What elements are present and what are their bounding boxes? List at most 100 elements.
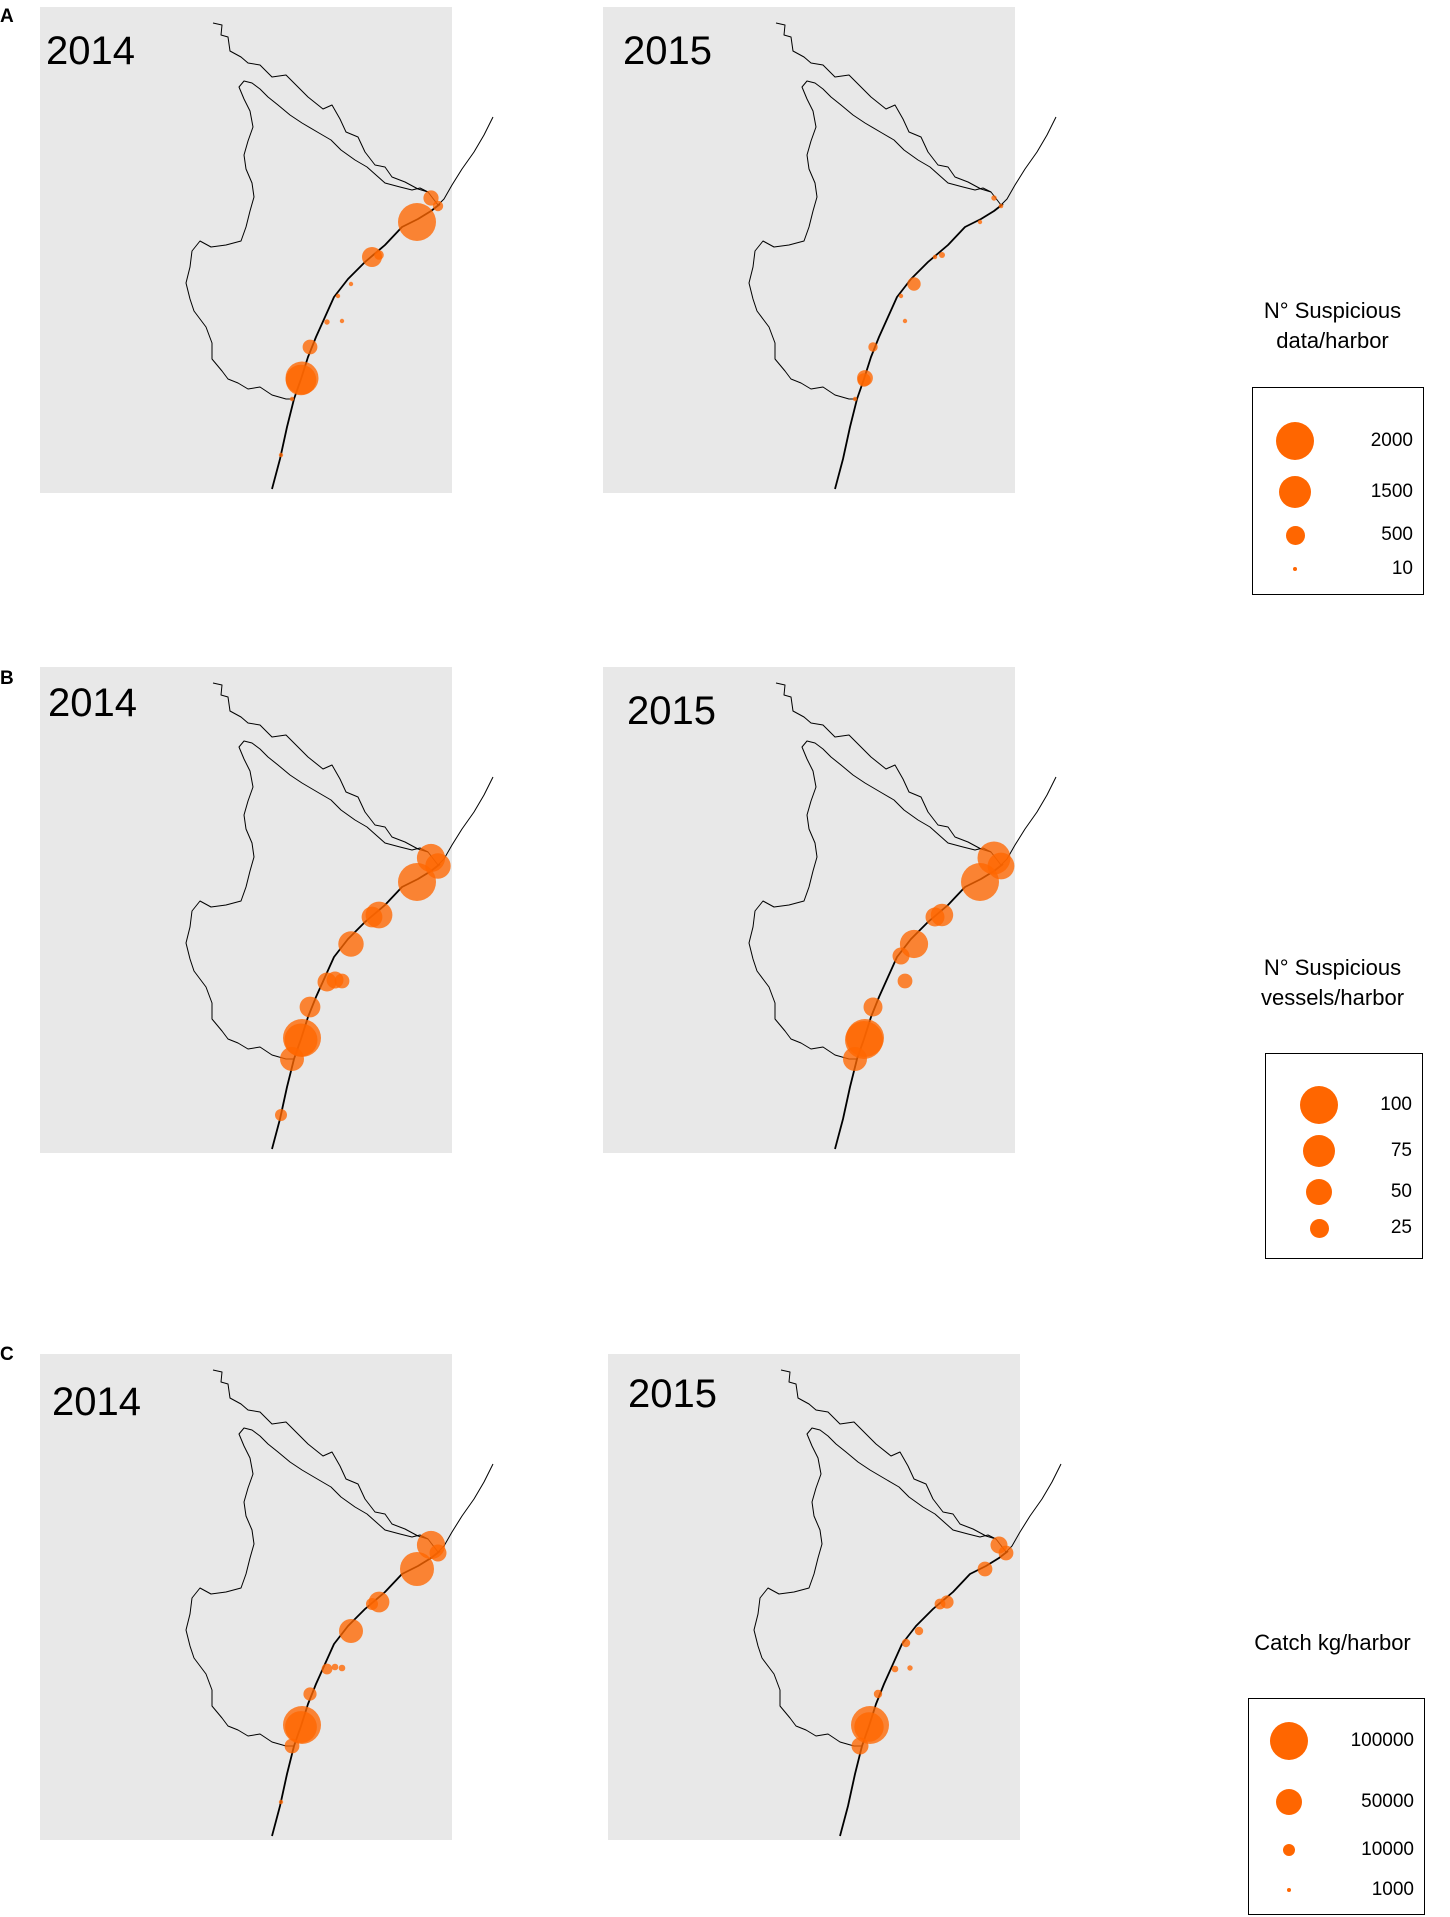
map-c-2014: 2014: [40, 1354, 552, 1840]
legend-size-label: 1000: [1371, 1879, 1414, 1900]
harbor-marker: [278, 1799, 284, 1805]
harbor-marker: [326, 971, 344, 989]
harbor-marker: [299, 996, 321, 1018]
harbor-marker: [338, 931, 364, 957]
map-year-label: 2015: [627, 689, 716, 733]
map-year-label: 2015: [628, 1372, 717, 1416]
legend-size-label: 10000: [1361, 1839, 1414, 1860]
harbor-marker: [998, 203, 1004, 209]
harbor-marker: [289, 396, 295, 402]
legend-size-dot: [1270, 1722, 1308, 1760]
map-a-2014: 2014: [40, 7, 552, 493]
map-svg: 2014: [40, 7, 494, 493]
harbor-marker: [324, 319, 330, 325]
legend-b-title-line-1: N° Suspicious: [1263, 955, 1402, 980]
region-border: [780, 1369, 1062, 1553]
region-interior-border: [748, 80, 992, 400]
harbor-marker: [361, 906, 383, 928]
legend-size-label: 2000: [1370, 430, 1413, 451]
harbor-marker: [977, 1561, 993, 1577]
harbor-marker: [339, 318, 345, 324]
harbor-marker: [429, 1544, 447, 1562]
harbor-marker: [335, 293, 341, 299]
map-svg: 2014: [40, 1354, 494, 1840]
panel-letter-c: C: [0, 1344, 14, 1365]
harbor-marker: [321, 1663, 333, 1675]
harbor-marker: [303, 1687, 317, 1701]
region-border: [212, 22, 494, 206]
legend-size-label: 50: [1390, 1181, 1412, 1202]
harbor-marker: [891, 1665, 899, 1673]
legend-size-label: 500: [1381, 524, 1413, 545]
map-svg: 2014: [40, 667, 494, 1153]
harbor-marker: [284, 1738, 300, 1754]
region-interior-border: [185, 740, 429, 1060]
region-interior-border: [753, 1427, 997, 1747]
harbor-marker: [892, 947, 910, 965]
legend-a-title-line-2: data/harbor: [1276, 328, 1389, 353]
harbor-marker: [991, 195, 997, 201]
harbor-marker: [863, 997, 883, 1017]
legend-a-box: 2000 1500 500 10: [1252, 387, 1424, 595]
harbor-marker: [348, 281, 354, 287]
region-interior-border: [748, 740, 992, 1060]
map-land-area: [40, 1354, 452, 1840]
harbor-marker: [843, 1047, 867, 1071]
legend-c-box: 100000 50000 10000 1000: [1248, 1698, 1425, 1915]
harbor-marker: [902, 318, 908, 324]
legend-size-label: 100000: [1350, 1730, 1414, 1751]
harbor-marker: [398, 863, 436, 901]
map-b-2014: 2014: [40, 667, 552, 1153]
legend-b-title-line-2: vessels/harbor: [1260, 985, 1405, 1010]
map-svg: 2015: [603, 7, 1057, 493]
map-c-2015: 2015: [608, 1354, 1120, 1840]
map-svg: 2015: [608, 1354, 1062, 1840]
legend-size-dot: [1286, 1887, 1292, 1893]
legend-size-dot: [1292, 566, 1298, 572]
legend-size-label: 50000: [1361, 1791, 1414, 1812]
legend-size-dot: [1275, 1788, 1303, 1816]
legend-size-label: 75: [1390, 1140, 1412, 1161]
harbor-marker: [998, 1545, 1014, 1561]
panel-letter-a: A: [0, 6, 14, 27]
harbor-marker: [366, 1598, 378, 1610]
harbor-marker: [275, 1109, 287, 1121]
harbor-marker: [400, 1552, 434, 1586]
region-interior-border: [185, 80, 429, 400]
map-land-area: [603, 7, 1015, 493]
map-year-label: 2014: [46, 29, 135, 73]
map-land-area: [608, 1354, 1020, 1840]
harbor-marker: [285, 364, 317, 396]
harbor-marker: [851, 1737, 869, 1755]
harbor-marker: [278, 452, 284, 458]
harbor-marker: [331, 1663, 339, 1671]
map-a-2015: 2015: [603, 7, 1115, 493]
legend-size-dot: [1282, 1843, 1295, 1856]
legend-b-box: 100 75 50 25: [1265, 1053, 1423, 1259]
coastline: [834, 203, 1004, 490]
legend-size-label: 1500: [1370, 481, 1413, 502]
harbor-marker: [932, 254, 938, 260]
region-interior-border: [185, 1427, 429, 1747]
harbor-marker: [907, 1665, 913, 1671]
harbor-marker: [362, 247, 382, 267]
harbor-marker: [987, 852, 1015, 880]
harbor-marker: [898, 293, 904, 299]
harbor-marker: [868, 342, 878, 352]
legend-size-dot: [1278, 475, 1312, 509]
harbor-marker: [907, 277, 921, 291]
legend-a-title: N° Suspicious data/harbor: [1215, 296, 1450, 356]
harbor-marker: [857, 373, 871, 387]
harbor-marker: [914, 1626, 924, 1636]
harbor-marker: [425, 853, 451, 879]
legend-c-title-line-1: Catch kg/harbor: [1254, 1630, 1411, 1655]
harbor-marker: [852, 396, 858, 402]
harbor-marker: [280, 1047, 304, 1071]
map-land-area: [40, 7, 452, 493]
harbor-marker: [901, 1638, 911, 1648]
legend-size-dot: [1300, 1086, 1338, 1124]
map-land-area: [603, 667, 1015, 1153]
legend-a-title-line-1: N° Suspicious: [1263, 298, 1402, 323]
harbor-marker: [934, 1598, 946, 1610]
panel-letter-b: B: [0, 668, 14, 689]
